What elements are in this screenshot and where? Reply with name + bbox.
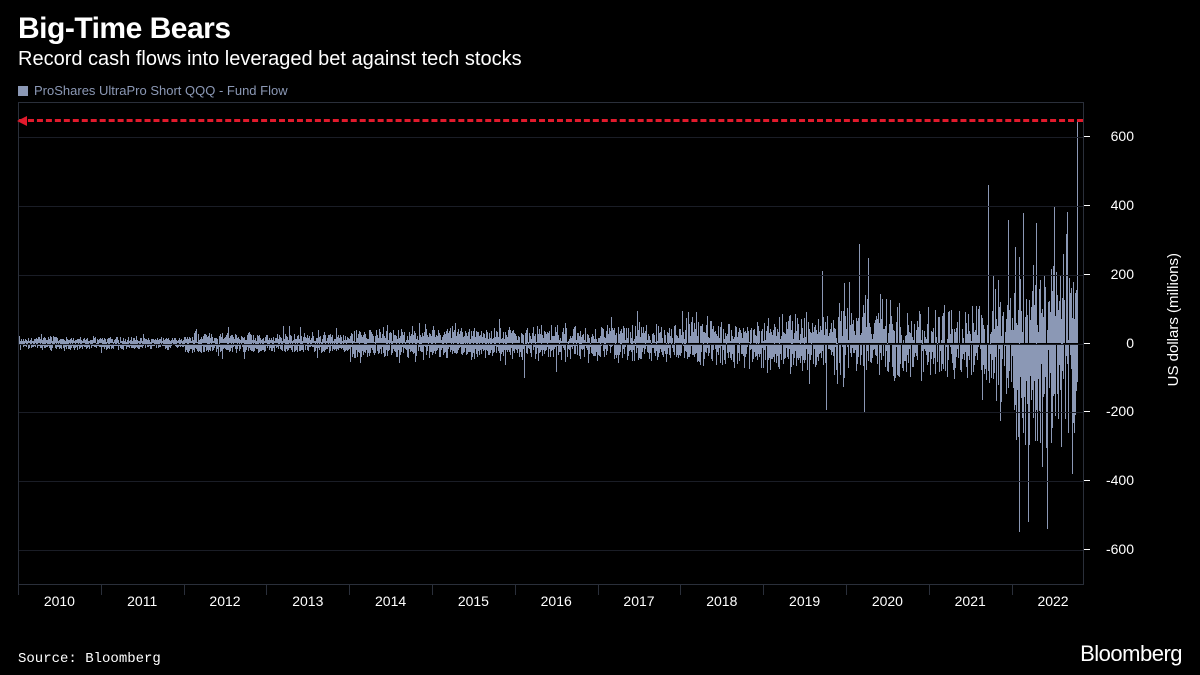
bar [524, 344, 525, 378]
chart-subtitle: Record cash flows into leveraged bet aga… [18, 48, 1182, 71]
legend-swatch [18, 86, 28, 96]
chart-area: -600-400-2000200400600 US dollars (milli… [18, 102, 1182, 613]
chart-title: Big-Time Bears [18, 12, 1182, 46]
legend-label: ProShares UltraPro Short QQQ - Fund Flow [34, 83, 288, 98]
chart-header: Big-Time Bears Record cash flows into le… [0, 0, 1200, 75]
plot-area [18, 102, 1084, 585]
chart-legend: ProShares UltraPro Short QQQ - Fund Flow [0, 75, 1200, 102]
